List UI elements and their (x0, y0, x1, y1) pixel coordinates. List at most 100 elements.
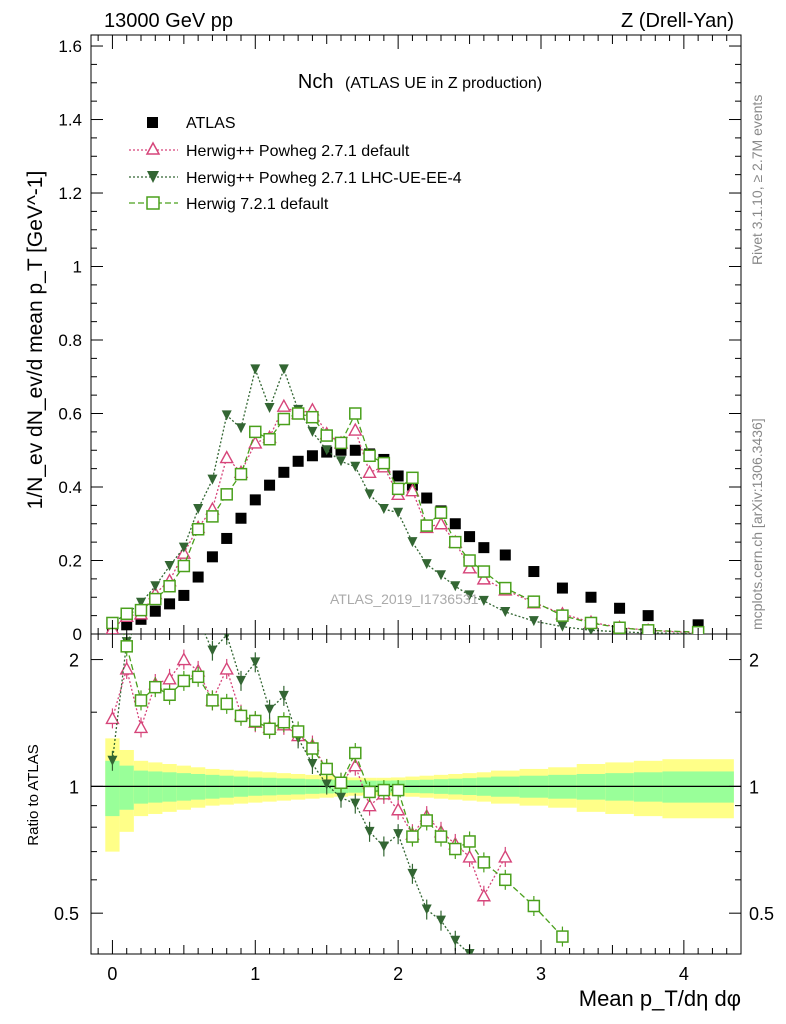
main-y-tick-label: 1.4 (58, 111, 82, 130)
atlas-data-point (221, 532, 233, 544)
point-herwig-7-2-1-default (249, 425, 262, 439)
point-herwig-powheg-2-7-1-lhc-ue-ee-4 (250, 364, 261, 375)
point-herwig-7-2-1-default (349, 407, 362, 420)
ratio-point-herwig-7-2-1-default (163, 688, 176, 702)
ratio-point-herwig-7-2-1-default (349, 746, 362, 760)
chart-title-sub: (ATLAS UE in Z production) (345, 75, 542, 92)
point-herwig-7-2-1-default (391, 482, 405, 496)
point-herwig-7-2-1-default (499, 581, 512, 595)
main-y-tick-label: 1.2 (58, 184, 82, 203)
ratio-point-herwig-7-2-1-default (120, 640, 133, 653)
ratio-point-herwig-7-2-1-default (291, 725, 305, 738)
atlas-data-point (121, 619, 133, 631)
point-herwig-powheg-2-7-1-lhc-ue-ee-4 (336, 456, 346, 467)
ratio-point-herwig-7-2-1-default (363, 785, 376, 799)
x-tick-label: 3 (536, 964, 546, 984)
header-right: Z (Drell-Yan) (621, 10, 734, 32)
point-herwig-7-2-1-default (163, 579, 176, 593)
point-herwig-powheg-2-7-1-default (405, 483, 420, 497)
ratio-point-herwig-7-2-1-default (527, 899, 541, 913)
point-herwig-powheg-2-7-1-lhc-ue-ee-4 (236, 423, 246, 434)
ratio-point-herwig-7-2-1-default (463, 835, 476, 848)
point-herwig-powheg-2-7-1-lhc-ue-ee-4 (150, 581, 161, 592)
band-inner-segment (133, 770, 149, 804)
ratio-point-herwig-powheg-2-7-1-default (462, 849, 477, 863)
atlas-data-point (278, 466, 290, 478)
chart-title-main: Nch (298, 71, 334, 93)
main-y-axis-label: 1/N_ev dN_ev/d mean p_T [GeV^-1] (24, 171, 47, 510)
ratio-point-herwig-powheg-2-7-1-lhc-ue-ee-4 (436, 915, 446, 926)
ratio-point-herwig-7-2-1-default (334, 776, 348, 790)
legend-label-green: Herwig 7.2.1 default (186, 196, 329, 213)
ratio-point-herwig-7-2-1-default (277, 715, 291, 729)
point-herwig-7-2-1-default (420, 519, 433, 532)
point-herwig-powheg-2-7-1-default (348, 422, 363, 436)
point-herwig-7-2-1-default (449, 535, 462, 549)
ratio-point-herwig-powheg-2-7-1-lhc-ue-ee-4 (378, 841, 389, 852)
point-herwig-powheg-2-7-1-lhc-ue-ee-4 (207, 474, 218, 485)
ratio-point-herwig-7-2-1-default (249, 714, 262, 728)
legend: ATLAS Herwig++ Powheg 2.7.1 default Herw… (129, 115, 462, 213)
point-herwig-powheg-2-7-1-lhc-ue-ee-4 (421, 559, 432, 570)
point-herwig-powheg-2-7-1-lhc-ue-ee-4 (393, 507, 404, 518)
ratio-point-herwig-powheg-2-7-1-lhc-ue-ee-4 (165, 614, 175, 624)
ratio-point-herwig-7-2-1-default (306, 742, 319, 755)
ratio-y-tick-label: 2 (69, 651, 79, 671)
point-herwig-7-2-1-default (277, 412, 291, 426)
point-herwig-7-2-1-default (584, 616, 598, 630)
main-y-tick-label: 0.2 (58, 552, 82, 571)
mcplots-side-label: mcplots.cern.ch [arXiv:1306.3436] (749, 418, 765, 630)
ratio-point-herwig-powheg-2-7-1-lhc-ue-ee-4 (393, 829, 404, 840)
ratio-y-axis-label: Ratio to ATLAS (25, 744, 42, 845)
main-y-tick-label: 1.6 (58, 37, 82, 56)
ratio-point-herwig-powheg-2-7-1-default (133, 719, 149, 734)
point-herwig-powheg-2-7-1-lhc-ue-ee-4 (193, 504, 204, 515)
ratio-point-herwig-7-2-1-default (206, 694, 219, 707)
atlas-data-point (249, 494, 261, 506)
ratio-point-herwig-powheg-2-7-1-default (390, 802, 406, 816)
ratio-point-herwig-powheg-2-7-1-lhc-ue-ee-4 (193, 614, 203, 624)
atlas-data-point (235, 512, 247, 524)
ratio-point-herwig-powheg-2-7-1-lhc-ue-ee-4 (250, 657, 261, 668)
atlas-data-point (464, 531, 476, 543)
ratio-point-herwig-7-2-1-default (499, 873, 512, 887)
ratio-point-herwig-7-2-1-default (391, 783, 405, 797)
series-line-herwig-7-2-1-default (112, 411, 699, 633)
point-herwig-powheg-2-7-1-lhc-ue-ee-4 (478, 595, 489, 606)
ratio-point-herwig-7-2-1-default (434, 830, 448, 843)
atlas-data-point (164, 598, 176, 610)
point-herwig-7-2-1-default (191, 523, 205, 536)
atlas-data-point (421, 492, 433, 504)
point-herwig-7-2-1-default (149, 592, 162, 606)
point-herwig-7-2-1-default (177, 559, 191, 573)
point-herwig-powheg-2-7-1-lhc-ue-ee-4 (307, 426, 318, 437)
x-tick-label: 4 (679, 964, 689, 984)
ratio-uncertainty-bands (91, 738, 741, 852)
point-herwig-7-2-1-default (206, 510, 219, 523)
atlas-data-point (178, 589, 190, 601)
ratio-y-tick-label-right: 1 (749, 777, 759, 797)
ratio-frame (90, 633, 742, 955)
atlas-data-point (478, 542, 490, 554)
ratio-point-herwig-powheg-2-7-1-lhc-ue-ee-4 (364, 826, 375, 837)
ratio-point-herwig-powheg-2-7-1-default (348, 758, 363, 772)
point-herwig-7-2-1-default (291, 407, 305, 420)
ratio-line-herwig-powheg-2-7-1-default (111, 658, 506, 898)
axes-frames (90, 34, 742, 955)
ratio-point-herwig-powheg-2-7-1-default (105, 710, 120, 725)
x-tick-label: 1 (250, 964, 260, 984)
point-herwig-powheg-2-7-1-lhc-ue-ee-4 (278, 364, 289, 375)
ratio-point-herwig-7-2-1-default (234, 709, 248, 723)
atlas-data-point (306, 450, 318, 462)
atlas-data-point (149, 605, 161, 617)
ratio-line-herwig-powheg-2-7-1-lhc-ue-ee-4 (111, 634, 471, 954)
atlas-data-point (585, 591, 597, 603)
point-herwig-7-2-1-default (463, 554, 476, 567)
ratio-point-herwig-7-2-1-default (149, 680, 162, 694)
point-herwig-powheg-2-7-1-lhc-ue-ee-4 (407, 537, 418, 548)
ratio-point-herwig-7-2-1-default (406, 830, 419, 843)
atlas-data-point (292, 455, 304, 467)
ratio-point-herwig-powheg-2-7-1-lhc-ue-ee-4 (336, 792, 346, 803)
point-herwig-powheg-2-7-1-lhc-ue-ee-4 (450, 581, 461, 592)
point-herwig-powheg-2-7-1-lhc-ue-ee-4 (436, 570, 446, 581)
